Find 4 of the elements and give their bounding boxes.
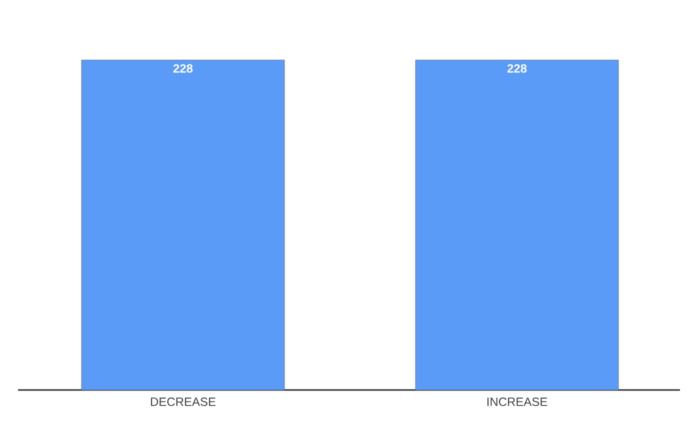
- x-tick-label: DECREASE: [150, 398, 216, 406]
- data-label: 228: [173, 64, 193, 73]
- data-label: 228: [507, 64, 527, 73]
- x-tick-label: INCREASE: [487, 398, 548, 406]
